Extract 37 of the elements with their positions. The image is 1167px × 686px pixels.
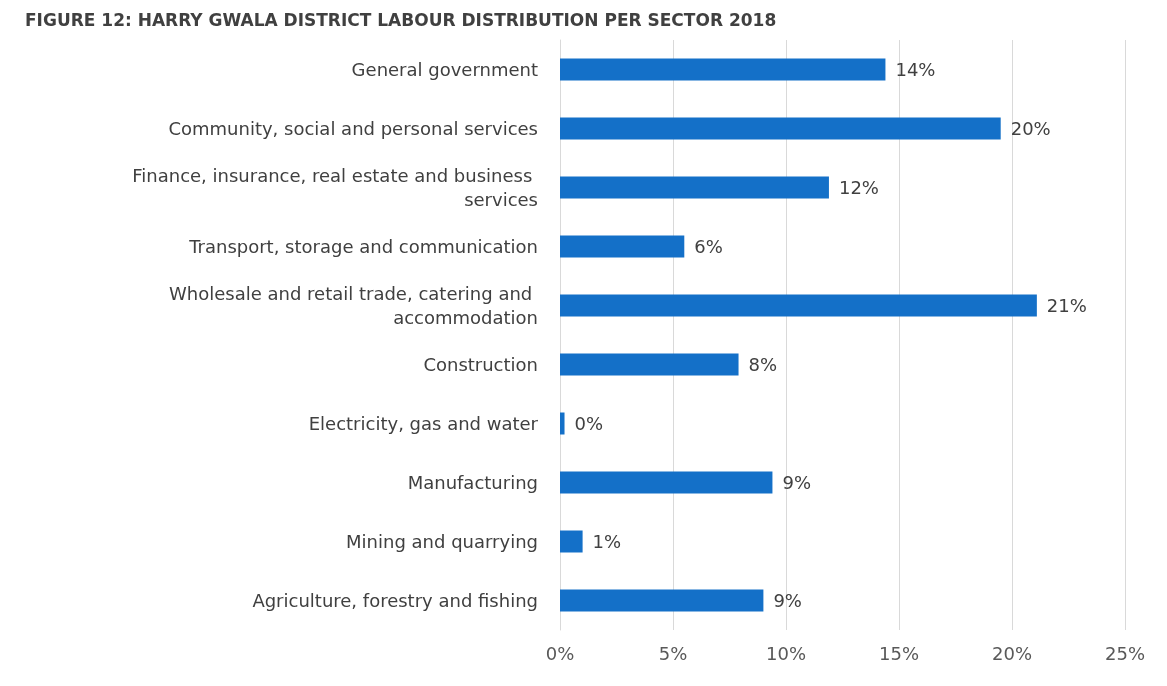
data-label: 21%: [1046, 295, 1087, 316]
data-label: 12%: [838, 177, 879, 198]
data-label: 8%: [748, 354, 778, 375]
bar: [560, 58, 886, 81]
bar: [560, 235, 685, 258]
data-label: 20%: [1010, 118, 1051, 139]
x-tick-label: 5%: [658, 642, 688, 664]
x-tick-label: 25%: [1104, 642, 1146, 664]
y-tick-label: Community, social and personal services: [168, 118, 538, 139]
y-tick-label: Wholesale and retail trade, catering and accommodation: [168, 283, 538, 328]
data-label: 9%: [782, 472, 811, 493]
y-tick-label: Mining and quarrying: [346, 531, 538, 552]
bar: [560, 176, 829, 199]
y-tick-label: Electricity, gas and water: [308, 413, 539, 434]
y-tick-label: Agriculture, forestry and fishing: [252, 590, 538, 611]
data-label: 9%: [773, 590, 802, 611]
bar: [560, 471, 773, 494]
bar: [560, 294, 1037, 317]
x-tick-label: 0%: [545, 642, 575, 664]
bar: [560, 530, 583, 553]
data-label: 6%: [694, 236, 723, 257]
y-tick-label: Finance, insurance, real estate and business services: [132, 165, 538, 210]
y-tick-label: General government: [351, 59, 538, 80]
data-label: 0%: [574, 413, 604, 434]
x-tick-label: 15%: [878, 642, 920, 664]
y-tick-label: Construction: [423, 354, 538, 375]
bar: [560, 353, 739, 376]
x-tick-label: 10%: [765, 642, 807, 664]
x-tick-label: 20%: [991, 642, 1033, 664]
bar: [560, 412, 565, 435]
bar: [560, 589, 764, 612]
data-label: 14%: [895, 59, 936, 80]
text: FIGURE 12: HARRY GWALA DISTRICT LABOUR DISTRIBUTION PER SECTOR 2018: [25, 9, 777, 30]
bar: [560, 117, 1001, 140]
y-tick-label: Transport, storage and communication: [188, 236, 538, 257]
data-label: 1%: [592, 531, 622, 552]
y-tick-label: Manufacturing: [407, 472, 538, 493]
